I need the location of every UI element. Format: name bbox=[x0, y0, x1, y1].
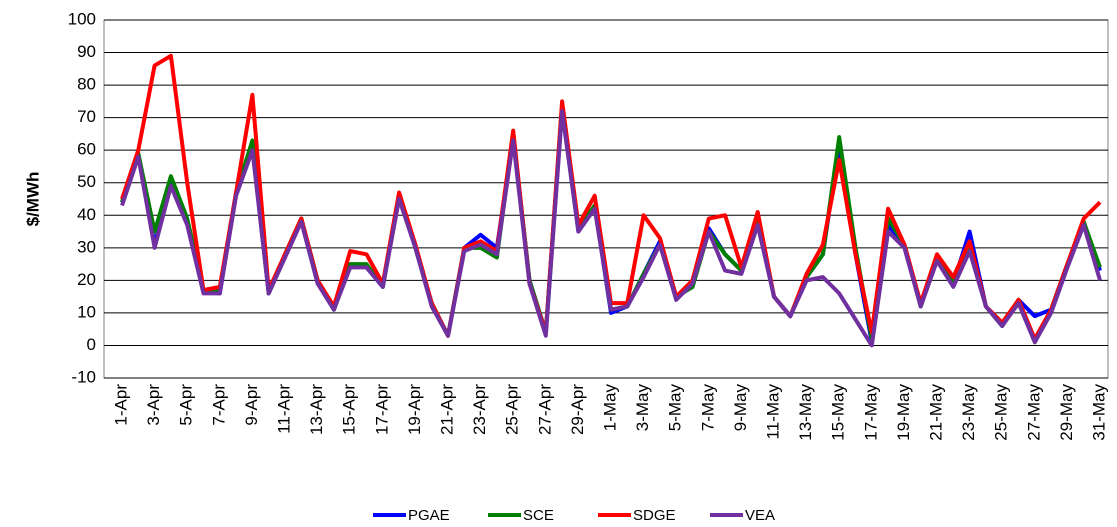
y-tick-label: 60 bbox=[77, 140, 96, 159]
y-tick-label: 90 bbox=[77, 42, 96, 61]
x-tick-label: 7-May bbox=[698, 384, 717, 432]
x-tick-label: 23-May bbox=[959, 384, 978, 441]
legend-label: SCE bbox=[523, 507, 554, 524]
x-tick-label: 13-Apr bbox=[307, 384, 326, 435]
x-tick-label: 5-May bbox=[666, 384, 685, 432]
y-tick-label: 40 bbox=[77, 205, 96, 224]
plot-area bbox=[103, 19, 1109, 379]
x-tick-label: 13-May bbox=[796, 384, 815, 441]
x-tick-label: 15-May bbox=[829, 384, 848, 441]
x-tick-label: 19-May bbox=[894, 384, 913, 441]
x-tick-label: 9-Apr bbox=[242, 384, 261, 426]
x-tick-label: 9-May bbox=[731, 384, 750, 432]
x-tick-label: 29-Apr bbox=[568, 384, 587, 435]
y-tick-label: 50 bbox=[77, 172, 96, 191]
x-tick-label: 15-Apr bbox=[340, 384, 359, 435]
x-tick-label: 29-May bbox=[1057, 384, 1076, 441]
y-tick-label: 70 bbox=[77, 107, 96, 126]
legend-label: SDGE bbox=[633, 507, 676, 524]
y-tick-label: -10 bbox=[71, 367, 96, 386]
y-tick-label: 100 bbox=[68, 9, 96, 28]
x-tick-label: 17-May bbox=[861, 384, 880, 441]
x-tick-label: 3-May bbox=[633, 384, 652, 432]
x-tick-label: 21-May bbox=[926, 384, 945, 441]
x-tick-label: 11-Apr bbox=[274, 384, 293, 434]
x-tick-label: 3-Apr bbox=[144, 384, 163, 426]
x-tick-label: 17-Apr bbox=[372, 384, 391, 435]
y-axis-label: $/MWh bbox=[23, 172, 42, 227]
x-tick-label: 1-Apr bbox=[111, 384, 130, 426]
x-tick-label: 27-May bbox=[1024, 384, 1043, 441]
x-tick-label: 11-May bbox=[763, 384, 782, 440]
x-tick-label: 25-Apr bbox=[503, 384, 522, 435]
series-line bbox=[120, 109, 1102, 348]
y-tick-label: 30 bbox=[77, 237, 96, 256]
x-tick-label: 27-Apr bbox=[535, 384, 554, 435]
x-tick-label: 1-May bbox=[600, 384, 619, 432]
y-tick-label: 20 bbox=[77, 270, 96, 289]
x-tick-label: 23-Apr bbox=[470, 384, 489, 435]
y-tick-label: 0 bbox=[87, 335, 96, 354]
legend-label: VEA bbox=[745, 507, 775, 524]
x-tick-label: 7-Apr bbox=[209, 384, 228, 426]
series-line bbox=[120, 53, 1102, 341]
y-tick-label: 10 bbox=[77, 302, 96, 321]
x-tick-label: 21-Apr bbox=[437, 384, 456, 435]
y-tick-label: 80 bbox=[77, 75, 96, 94]
legend-label: PGAE bbox=[408, 507, 450, 524]
x-tick-label: 19-Apr bbox=[405, 384, 424, 435]
x-tick-label: 5-Apr bbox=[177, 384, 196, 426]
x-tick-label: 25-May bbox=[992, 384, 1011, 441]
x-tick-label: 31-May bbox=[1089, 384, 1108, 441]
